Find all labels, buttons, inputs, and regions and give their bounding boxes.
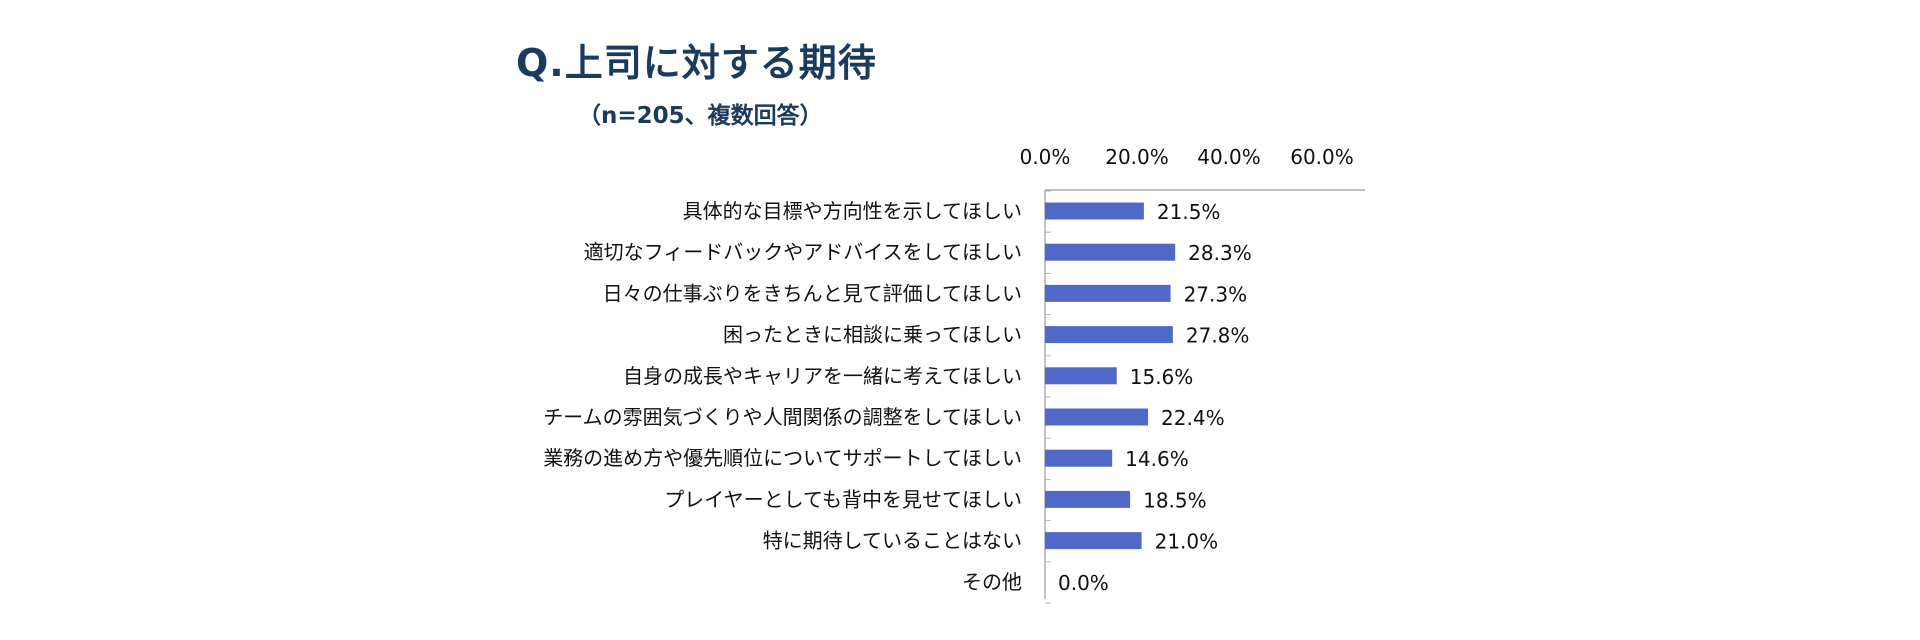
y-axis-minor-ticks — [1045, 190, 1051, 604]
category-label: プレイヤーとしても背中を見せてほしい — [664, 487, 1022, 511]
data-label: 14.6% — [1125, 447, 1189, 471]
x-axis-ticks: 0.0% 20.0% 40.0% 60.0% — [1020, 145, 1354, 169]
bar — [1045, 326, 1173, 344]
data-label: 15.6% — [1130, 365, 1194, 389]
data-label: 27.8% — [1186, 324, 1250, 348]
bar — [1045, 284, 1171, 302]
bar — [1045, 408, 1149, 426]
bar — [1045, 490, 1131, 508]
data-label: 21.5% — [1157, 200, 1221, 224]
bar — [1045, 367, 1117, 385]
bar — [1045, 243, 1176, 261]
data-label: 28.3% — [1188, 241, 1252, 265]
category-label: 困ったときに相談に乗ってほしい — [723, 323, 1022, 347]
x-tick-label: 60.0% — [1290, 145, 1354, 169]
data-label: 21.0% — [1155, 530, 1219, 554]
bar — [1045, 532, 1142, 550]
category-label: 自身の成長やキャリアを一緒に考えてほしい — [623, 364, 1022, 388]
bar — [1045, 202, 1144, 220]
bar — [1045, 449, 1113, 467]
category-labels: 具体的な目標や方向性を示してほしい適切なフィードバックやアドバイスをしてほしい日… — [543, 199, 1022, 594]
x-tick-label: 40.0% — [1197, 145, 1261, 169]
category-label: 業務の進め方や優先順位についてサポートしてほしい — [543, 446, 1022, 470]
category-label: 特に期待していることはない — [763, 529, 1022, 553]
data-label: 27.3% — [1184, 282, 1248, 306]
x-tick-label: 0.0% — [1020, 145, 1071, 169]
category-label: チームの雰囲気づくりや人間関係の調整をしてほしい — [543, 405, 1022, 429]
data-label: 22.4% — [1161, 406, 1225, 430]
value-labels: 21.5% 28.3% 27.3% 27.8% 15.6% 22.4% 14.6% 18.5%… — [1058, 200, 1252, 595]
category-label: 具体的な目標や方向性を示してほしい — [683, 199, 1022, 223]
category-label: その他 — [962, 570, 1022, 594]
data-label: 18.5% — [1143, 488, 1207, 512]
category-label: 日々の仕事ぶりをきちんと見て評価してほしい — [603, 281, 1022, 305]
chart-subtitle: （n=205、複数回答） — [578, 103, 823, 129]
x-tick-label: 20.0% — [1105, 145, 1169, 169]
category-label: 適切なフィードバックやアドバイスをしてほしい — [584, 240, 1022, 264]
chart-title: Q.上司に対する期待 — [516, 41, 877, 85]
data-label: 0.0% — [1058, 571, 1109, 595]
bars — [1045, 202, 1176, 550]
